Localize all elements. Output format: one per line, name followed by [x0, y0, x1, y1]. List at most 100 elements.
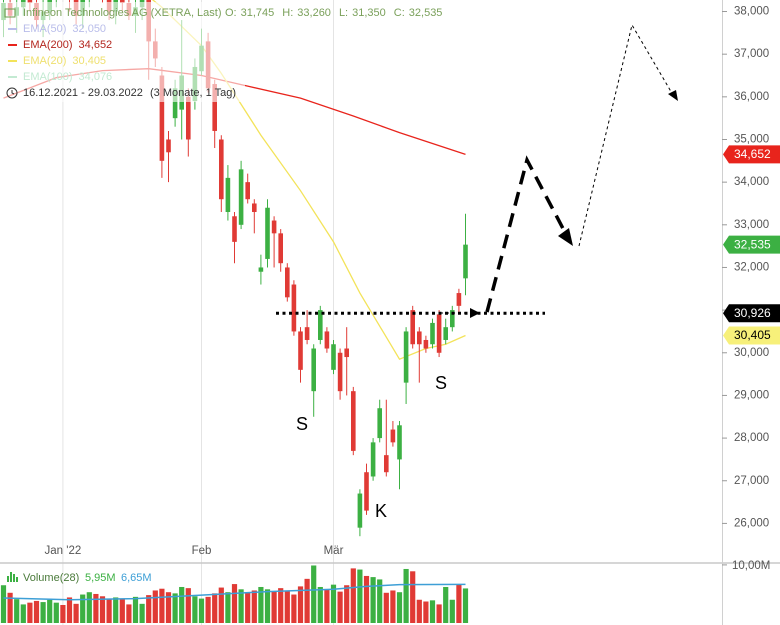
volume-bar: [172, 593, 178, 623]
candle-body: [238, 169, 244, 225]
volume-bar: [443, 586, 449, 623]
volume-last: 5,95M: [85, 572, 116, 584]
candle-body: [27, 0, 33, 3]
annotation: S: [435, 373, 447, 393]
volume-pane: [0, 565, 469, 623]
candle-body: [357, 493, 363, 528]
candle-body: [186, 96, 191, 140]
candle-body: [390, 429, 396, 443]
candle-body: [331, 344, 336, 370]
y-tick-label: 34,000: [734, 176, 769, 188]
volume-icon: [13, 574, 15, 582]
volume-bar: [86, 592, 92, 623]
price-badge-label: 30,405: [734, 328, 771, 342]
volume-bar: [403, 568, 409, 623]
quote-value: 31,745: [241, 7, 275, 19]
volume-bar: [350, 568, 356, 623]
price-badge-label: 32,535: [734, 237, 771, 251]
candle-body: [232, 216, 237, 242]
annotation: S: [296, 414, 308, 434]
candle-body: [298, 331, 303, 370]
volume-bar: [212, 593, 218, 623]
clock-icon: [6, 87, 18, 99]
volume-bar: [390, 590, 396, 623]
candle-body: [225, 177, 231, 213]
legend-name: EMA(50): [23, 23, 66, 35]
quote: O: 31,745 H: 33,260 L: 31,350 C: 32,535: [225, 7, 442, 19]
volume-bar: [179, 586, 185, 623]
volume-bar: [205, 596, 211, 623]
y-tick-label: 30,000: [734, 347, 769, 359]
candle-body: [436, 314, 442, 353]
y-tick-label: 27,000: [734, 475, 769, 487]
volume-bar: [113, 597, 119, 623]
volume-bar: [33, 600, 40, 623]
arrow-head: [470, 308, 480, 318]
candle-body: [318, 310, 323, 340]
y-tick-label: 29,000: [734, 389, 769, 401]
legend-value: 34,076: [79, 71, 113, 83]
volume-bar: [337, 591, 343, 623]
volume-bar: [423, 601, 429, 623]
candle-body: [166, 139, 171, 153]
y-tick-label: 32,000: [734, 261, 769, 273]
candle-body: [245, 182, 250, 200]
volume-bar: [159, 588, 165, 623]
volume-bar: [198, 598, 205, 623]
price-badge-label: 34,652: [734, 147, 771, 161]
candle-body: [344, 348, 349, 358]
indicator-legend: EMA(50) 32,050 EMA(200) 34,652 EMA(20) 30,405…: [8, 23, 112, 83]
price-badge: [723, 304, 780, 323]
x-tick-label: Feb: [192, 545, 212, 557]
legend-background: [0, 2, 245, 102]
volume-bar: [126, 604, 132, 623]
candle-body: [172, 88, 178, 119]
volume-bar: [146, 595, 152, 623]
volume-bar: [66, 597, 73, 623]
legend-value: 34,652: [79, 39, 113, 51]
volume-bar: [47, 599, 53, 623]
volume-bar: [132, 596, 139, 623]
candle-body: [417, 331, 422, 345]
volume-bar: [20, 604, 26, 623]
volume-ma: 6,65M: [121, 572, 152, 584]
clock-icon: [11, 90, 15, 95]
volume-bar: [449, 599, 455, 623]
candle-body: [337, 352, 343, 392]
quote-key: H:: [282, 7, 293, 19]
volume-icon: [16, 577, 18, 582]
ema-line: [151, 0, 466, 360]
volume-bar: [291, 594, 297, 623]
volume-bar: [93, 593, 99, 623]
y-tick-label: 37,000: [734, 48, 769, 60]
drawings: S K S: [296, 23, 678, 521]
candle-body: [443, 327, 448, 340]
quote-value: 32,535: [409, 7, 443, 19]
volume-bar: [0, 585, 7, 623]
forecast-arrow: [485, 155, 570, 313]
quote-value: 31,350: [352, 7, 386, 19]
volume-bar: [185, 588, 191, 623]
price-badge-label: 30,926: [734, 306, 771, 320]
legend-value: 30,405: [72, 55, 106, 67]
volume-bar: [40, 602, 46, 623]
candle-body: [212, 84, 217, 131]
y-tick-label: 33,000: [734, 219, 769, 231]
volume-bar: [238, 589, 244, 623]
volume-bar: [27, 602, 33, 623]
y-tick-label: 36,000: [734, 91, 769, 103]
volume-bar: [60, 604, 66, 623]
candle-body: [120, 0, 125, 3]
volume-bar: [311, 565, 317, 623]
volume-bar: [363, 575, 370, 623]
candle-body: [291, 284, 297, 332]
volume-bar: [324, 589, 330, 623]
volume-bar: [53, 602, 59, 623]
candle-body: [377, 408, 382, 439]
volume-bar: [258, 586, 264, 623]
volume-bar: [245, 592, 251, 623]
arrow-head: [668, 90, 678, 101]
